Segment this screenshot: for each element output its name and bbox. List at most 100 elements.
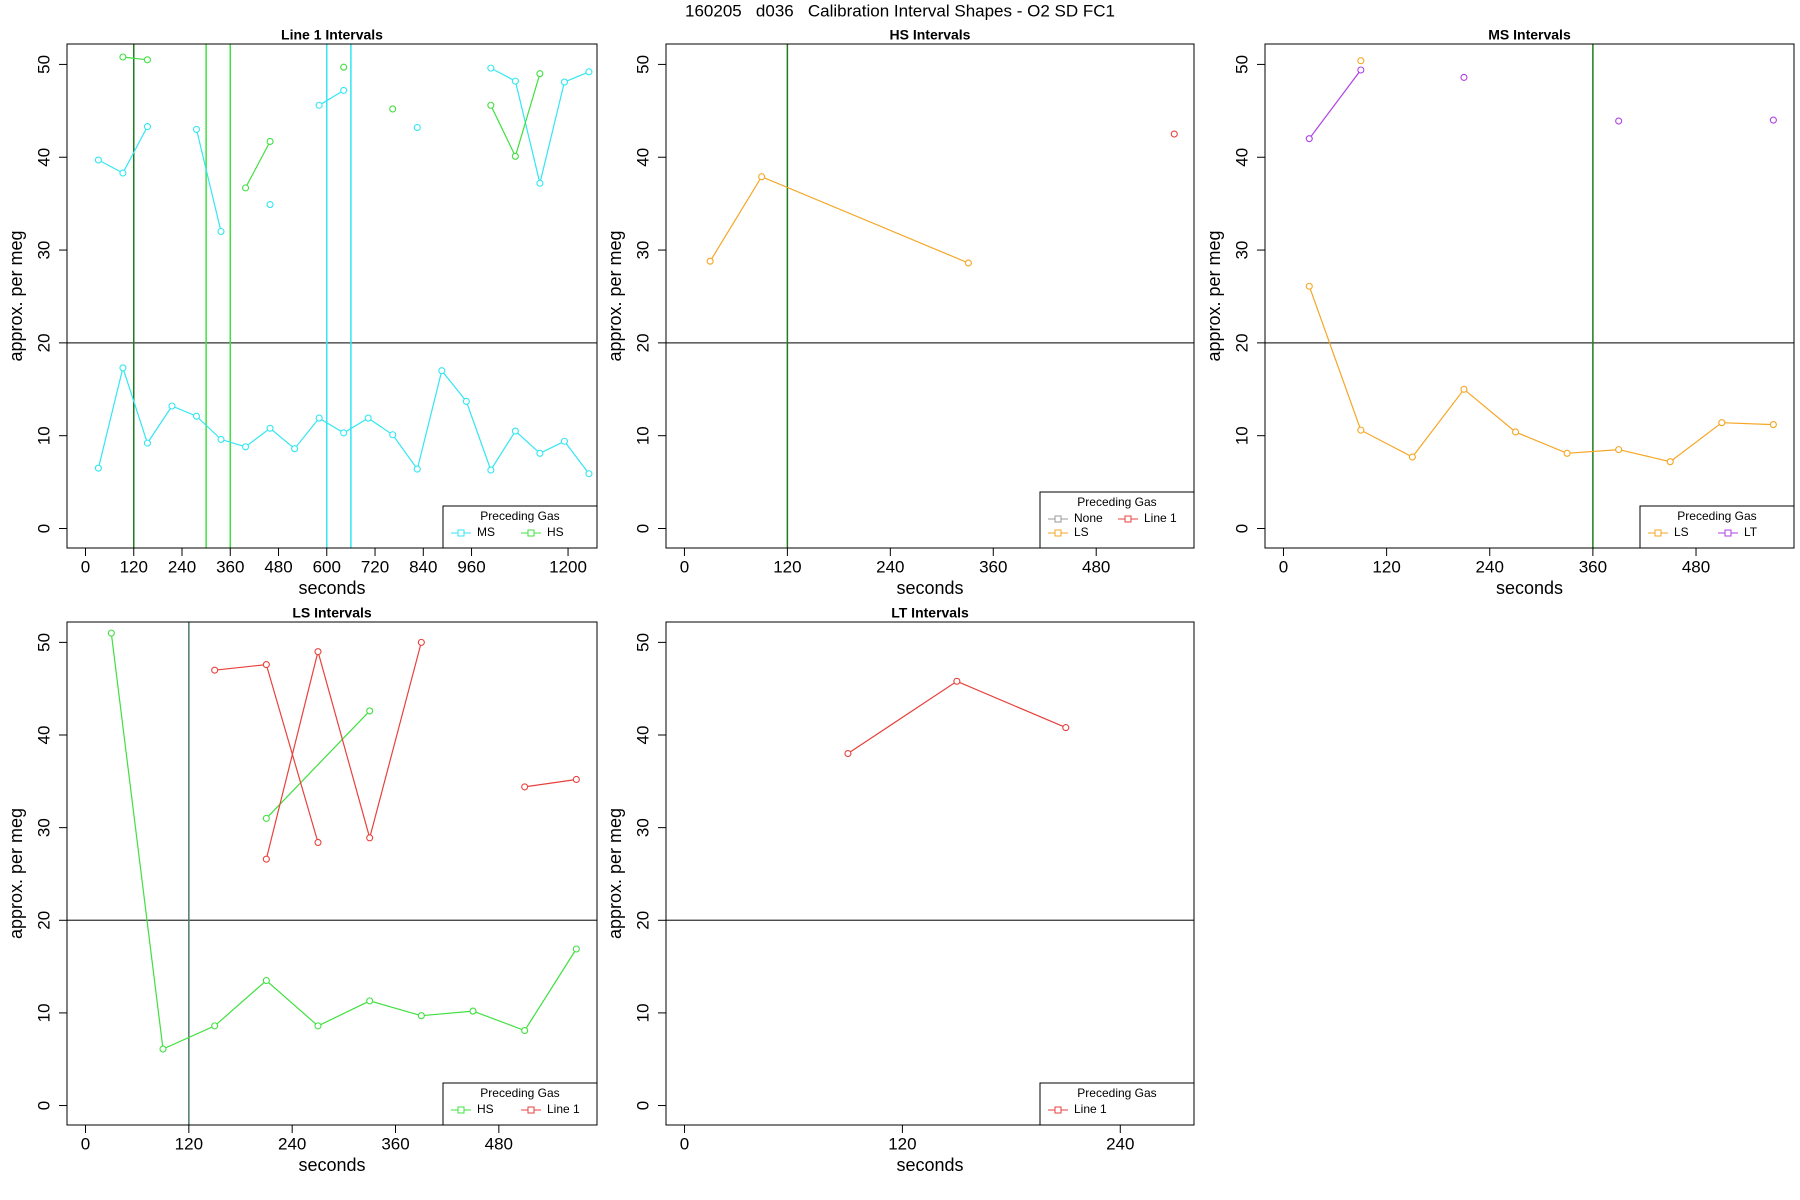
legend-title: Preceding Gas <box>1077 495 1156 509</box>
data-point <box>1615 446 1623 454</box>
panel-title: LS Intervals <box>292 605 372 621</box>
data-point <box>521 783 529 791</box>
data-point <box>585 68 593 76</box>
x-tick-label: 960 <box>457 557 485 576</box>
data-point <box>487 64 495 72</box>
data-point <box>119 364 127 372</box>
data-point <box>1511 428 1520 436</box>
data-point <box>94 464 102 472</box>
legend-marker <box>1724 529 1732 537</box>
series-line <box>847 680 1067 755</box>
data-point <box>241 443 250 451</box>
legend-title: Preceding Gas <box>480 509 559 523</box>
legend-box <box>442 505 598 549</box>
data-point <box>536 70 544 78</box>
data-point <box>315 414 323 422</box>
data-point <box>844 749 852 758</box>
x-tick-label: 480 <box>264 557 292 576</box>
series-line <box>1308 286 1774 463</box>
data-point <box>1357 57 1365 65</box>
data-point <box>572 775 580 784</box>
x-axis-label: seconds <box>896 578 963 598</box>
y-tick-label: 10 <box>1232 426 1251 445</box>
data-point <box>143 439 151 447</box>
x-tick-label: 120 <box>888 1134 916 1153</box>
x-tick-label: 0 <box>680 557 689 576</box>
data-point <box>340 86 348 94</box>
legend-marker <box>1654 529 1662 537</box>
legend-label: None <box>1074 511 1103 525</box>
data-point <box>211 1022 219 1030</box>
y-tick-label: 0 <box>34 1101 53 1110</box>
legend-label: MS <box>477 525 495 539</box>
data-point <box>758 173 766 181</box>
x-tick-label: 360 <box>1579 557 1607 576</box>
data-point <box>462 397 470 405</box>
panel-title: LT Intervals <box>891 605 969 621</box>
data-point <box>706 257 714 265</box>
y-tick-label: 10 <box>34 426 53 445</box>
y-tick-label: 0 <box>633 1101 652 1110</box>
data-point <box>364 414 372 422</box>
x-tick-label: 0 <box>81 557 90 576</box>
data-point <box>262 976 270 985</box>
y-tick-label: 50 <box>633 55 652 74</box>
legend-label: Line 1 <box>1074 1102 1107 1116</box>
data-point <box>314 648 322 656</box>
y-tick-label: 0 <box>34 524 53 533</box>
legend-box <box>1039 1082 1195 1126</box>
x-tick-label: 240 <box>1106 1134 1134 1153</box>
data-point <box>143 56 151 64</box>
x-tick-label: 840 <box>409 557 437 576</box>
y-tick-label: 50 <box>633 633 652 652</box>
data-point <box>536 449 544 457</box>
data-point <box>314 838 322 847</box>
data-point <box>1769 116 1777 124</box>
data-point <box>585 470 593 478</box>
y-tick-label: 30 <box>633 818 652 837</box>
legend-marker <box>457 529 465 537</box>
x-tick-label: 0 <box>680 1134 689 1153</box>
data-point <box>953 677 961 685</box>
x-tick-label: 240 <box>1476 557 1504 576</box>
legend-title: Preceding Gas <box>480 1086 559 1100</box>
data-point <box>266 424 274 432</box>
y-tick-label: 40 <box>1232 148 1251 167</box>
data-point <box>1666 458 1674 466</box>
data-point <box>315 101 323 109</box>
legend-marker <box>1054 515 1062 523</box>
legend-marker <box>457 1106 465 1114</box>
plot-frame <box>1264 43 1795 549</box>
legend-box <box>442 1082 598 1126</box>
data-point <box>217 435 225 443</box>
data-point <box>511 152 519 160</box>
y-tick-label: 30 <box>34 818 53 837</box>
y-tick-label: 40 <box>34 148 53 167</box>
data-point <box>241 184 250 192</box>
y-tick-label: 50 <box>1232 55 1251 74</box>
x-tick-label: 360 <box>216 557 244 576</box>
y-tick-label: 0 <box>1232 524 1251 533</box>
y-tick-label: 20 <box>633 333 652 352</box>
data-point <box>107 629 115 637</box>
data-point <box>217 227 225 236</box>
x-tick-label: 1200 <box>549 557 587 576</box>
plot-frame <box>66 43 598 549</box>
legend-label: Line 1 <box>547 1102 580 1116</box>
data-point <box>340 429 348 437</box>
x-axis-label: seconds <box>1496 578 1563 598</box>
data-point <box>389 105 397 113</box>
series-line <box>122 56 541 189</box>
data-point <box>413 123 421 132</box>
data-point <box>94 156 102 164</box>
data-point <box>366 834 374 842</box>
x-tick-label: 120 <box>120 557 148 576</box>
data-point <box>1305 282 1313 290</box>
y-tick-label: 20 <box>34 333 53 352</box>
data-point <box>340 63 348 71</box>
x-axis-label: seconds <box>298 1155 365 1175</box>
data-point <box>159 1045 167 1053</box>
x-axis-label: seconds <box>896 1155 963 1175</box>
data-point <box>262 855 270 863</box>
x-tick-label: 480 <box>485 1134 513 1153</box>
